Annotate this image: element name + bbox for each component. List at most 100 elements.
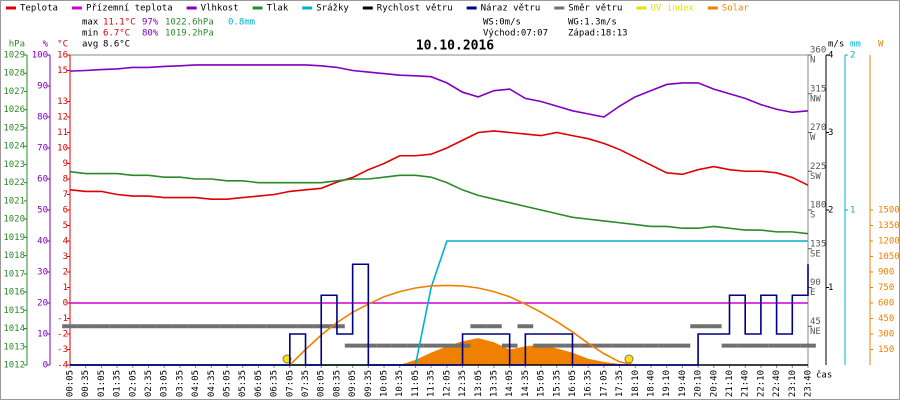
y-tick-label: 1020 xyxy=(3,215,25,225)
x-tick-label: 05:05 xyxy=(223,370,233,397)
x-tick-label: 07:05 xyxy=(285,370,295,397)
legend-label: Teplota xyxy=(20,4,58,14)
x-tick-label: 04:05 xyxy=(191,370,201,397)
y-tick-label: S xyxy=(810,211,815,221)
x-tick-label: 16:05 xyxy=(568,370,578,397)
x-tick-label: 21:10 xyxy=(725,370,735,397)
stat: avg xyxy=(82,40,98,50)
x-tick-label: 03:35 xyxy=(175,370,185,397)
x-tick-label: 16:35 xyxy=(584,370,594,397)
y-tick-label: 1026 xyxy=(3,105,25,115)
x-tick-label: 10:05 xyxy=(380,370,390,397)
y-tick-label: SE xyxy=(810,249,821,259)
x-tick-label: 08:05 xyxy=(317,370,327,397)
y-tick-label: -2 xyxy=(57,330,68,340)
x-tick-label: 15:35 xyxy=(552,370,562,397)
sunset-marker xyxy=(624,354,634,364)
y-tick-label: 1050 xyxy=(878,252,900,262)
series-line xyxy=(69,64,809,118)
legend-label: UV index xyxy=(650,4,694,14)
x-tick-label: 19:40 xyxy=(678,370,688,397)
series-line xyxy=(69,170,809,235)
stat: WS:0m/s xyxy=(483,18,521,28)
x-tick-label: 20:40 xyxy=(709,370,719,397)
x-tick-label: 11:05 xyxy=(411,370,421,397)
x-tick-label: 23:40 xyxy=(804,370,814,397)
y-tick-label: 1016 xyxy=(3,288,25,298)
y-tick-label: 1 xyxy=(850,206,855,216)
y-tick-label: 11 xyxy=(57,128,68,138)
legend-label: Náraz větru xyxy=(481,4,541,14)
axis-title: hPa xyxy=(9,40,25,50)
y-tick-label: 2 xyxy=(828,206,833,216)
y-tick-label: 6 xyxy=(63,206,68,216)
y-tick-label: 4 xyxy=(63,237,68,247)
y-tick-label: 1023 xyxy=(3,160,25,170)
legend-label: Tlak xyxy=(267,4,289,14)
y-tick-label: 1015 xyxy=(3,306,25,316)
x-tick-label: 18:40 xyxy=(646,370,656,397)
y-tick-label: E xyxy=(810,288,815,298)
x-tick-label: 02:05 xyxy=(128,370,138,397)
x-tick-label: 00:05 xyxy=(66,370,76,397)
series-step xyxy=(70,263,809,366)
x-tick-label: 22:40 xyxy=(772,370,782,397)
y-tick-label: NE xyxy=(810,327,821,337)
y-tick-label: 600 xyxy=(878,299,894,309)
y-tick-label: 10 xyxy=(37,330,48,340)
y-tick-label: 1500 xyxy=(878,206,900,216)
y-tick-label: 1025 xyxy=(3,123,25,133)
x-tick-label: 00:35 xyxy=(81,370,91,397)
x-tick-label: 05:35 xyxy=(238,370,248,397)
stat: 1022.6hPa xyxy=(165,18,214,28)
y-tick-label: 100 xyxy=(32,51,48,61)
y-tick-label: 50 xyxy=(37,206,48,216)
x-tick-label: 12:35 xyxy=(458,370,468,397)
x-tick-label: 09:05 xyxy=(348,370,358,397)
axis-title: W xyxy=(878,40,884,50)
y-tick-label: 900 xyxy=(878,268,894,278)
x-tick-label: 07:35 xyxy=(301,370,311,397)
y-tick-label: 1022 xyxy=(3,178,25,188)
x-tick-label: 13:35 xyxy=(489,370,499,397)
stat: max xyxy=(82,18,99,28)
x-tick-label: 23:10 xyxy=(788,370,798,397)
legend-label: Směr větru xyxy=(568,4,622,14)
x-tick-label: 12:05 xyxy=(442,370,452,397)
y-tick-label: 1027 xyxy=(3,87,25,97)
legend-label: Vlhkost xyxy=(201,4,239,14)
x-tick-label: 10:35 xyxy=(395,370,405,397)
stat: 80% xyxy=(142,29,159,39)
y-tick-label: 1 xyxy=(828,283,833,293)
x-tick-label: 06:05 xyxy=(254,370,264,397)
y-tick-label: 30 xyxy=(37,268,48,278)
axis-title: m/s xyxy=(828,40,844,50)
stat: 8.6°C xyxy=(103,40,130,50)
x-tick-label: 01:05 xyxy=(97,370,107,397)
x-axis-label: čas xyxy=(816,370,832,381)
y-tick-label: 8 xyxy=(63,175,68,185)
x-tick-label: 04:35 xyxy=(207,370,217,397)
legend-label: Rychlost větru xyxy=(377,4,453,14)
y-tick-label: 135 xyxy=(810,239,826,249)
y-tick-label: 45 xyxy=(810,317,821,327)
y-tick-label: 80 xyxy=(37,113,48,123)
y-tick-label: 70 xyxy=(37,144,48,154)
y-tick-label: 1013 xyxy=(3,342,25,352)
stat: 11.1°C xyxy=(103,18,136,28)
y-tick-label: 7 xyxy=(63,190,68,200)
x-tick-label: 15:05 xyxy=(537,370,547,397)
y-tick-label: 1014 xyxy=(3,324,25,334)
y-tick-label: 4 xyxy=(828,51,833,61)
x-tick-label: 18:10 xyxy=(631,370,641,397)
y-tick-label: 10 xyxy=(57,144,68,154)
stat: 0.8mm xyxy=(228,18,255,28)
stats: max 11.1°C 97% 1022.6hPa 0.8mm min 6.7°C… xyxy=(82,18,628,50)
legend-label: Solar xyxy=(722,4,750,14)
y-tick-label: 0 xyxy=(63,299,68,309)
series-line xyxy=(289,284,636,366)
x-tick-label: 06:35 xyxy=(270,370,280,397)
x-tick-label: 03:05 xyxy=(160,370,170,397)
y-tick-label: 16 xyxy=(57,51,68,61)
